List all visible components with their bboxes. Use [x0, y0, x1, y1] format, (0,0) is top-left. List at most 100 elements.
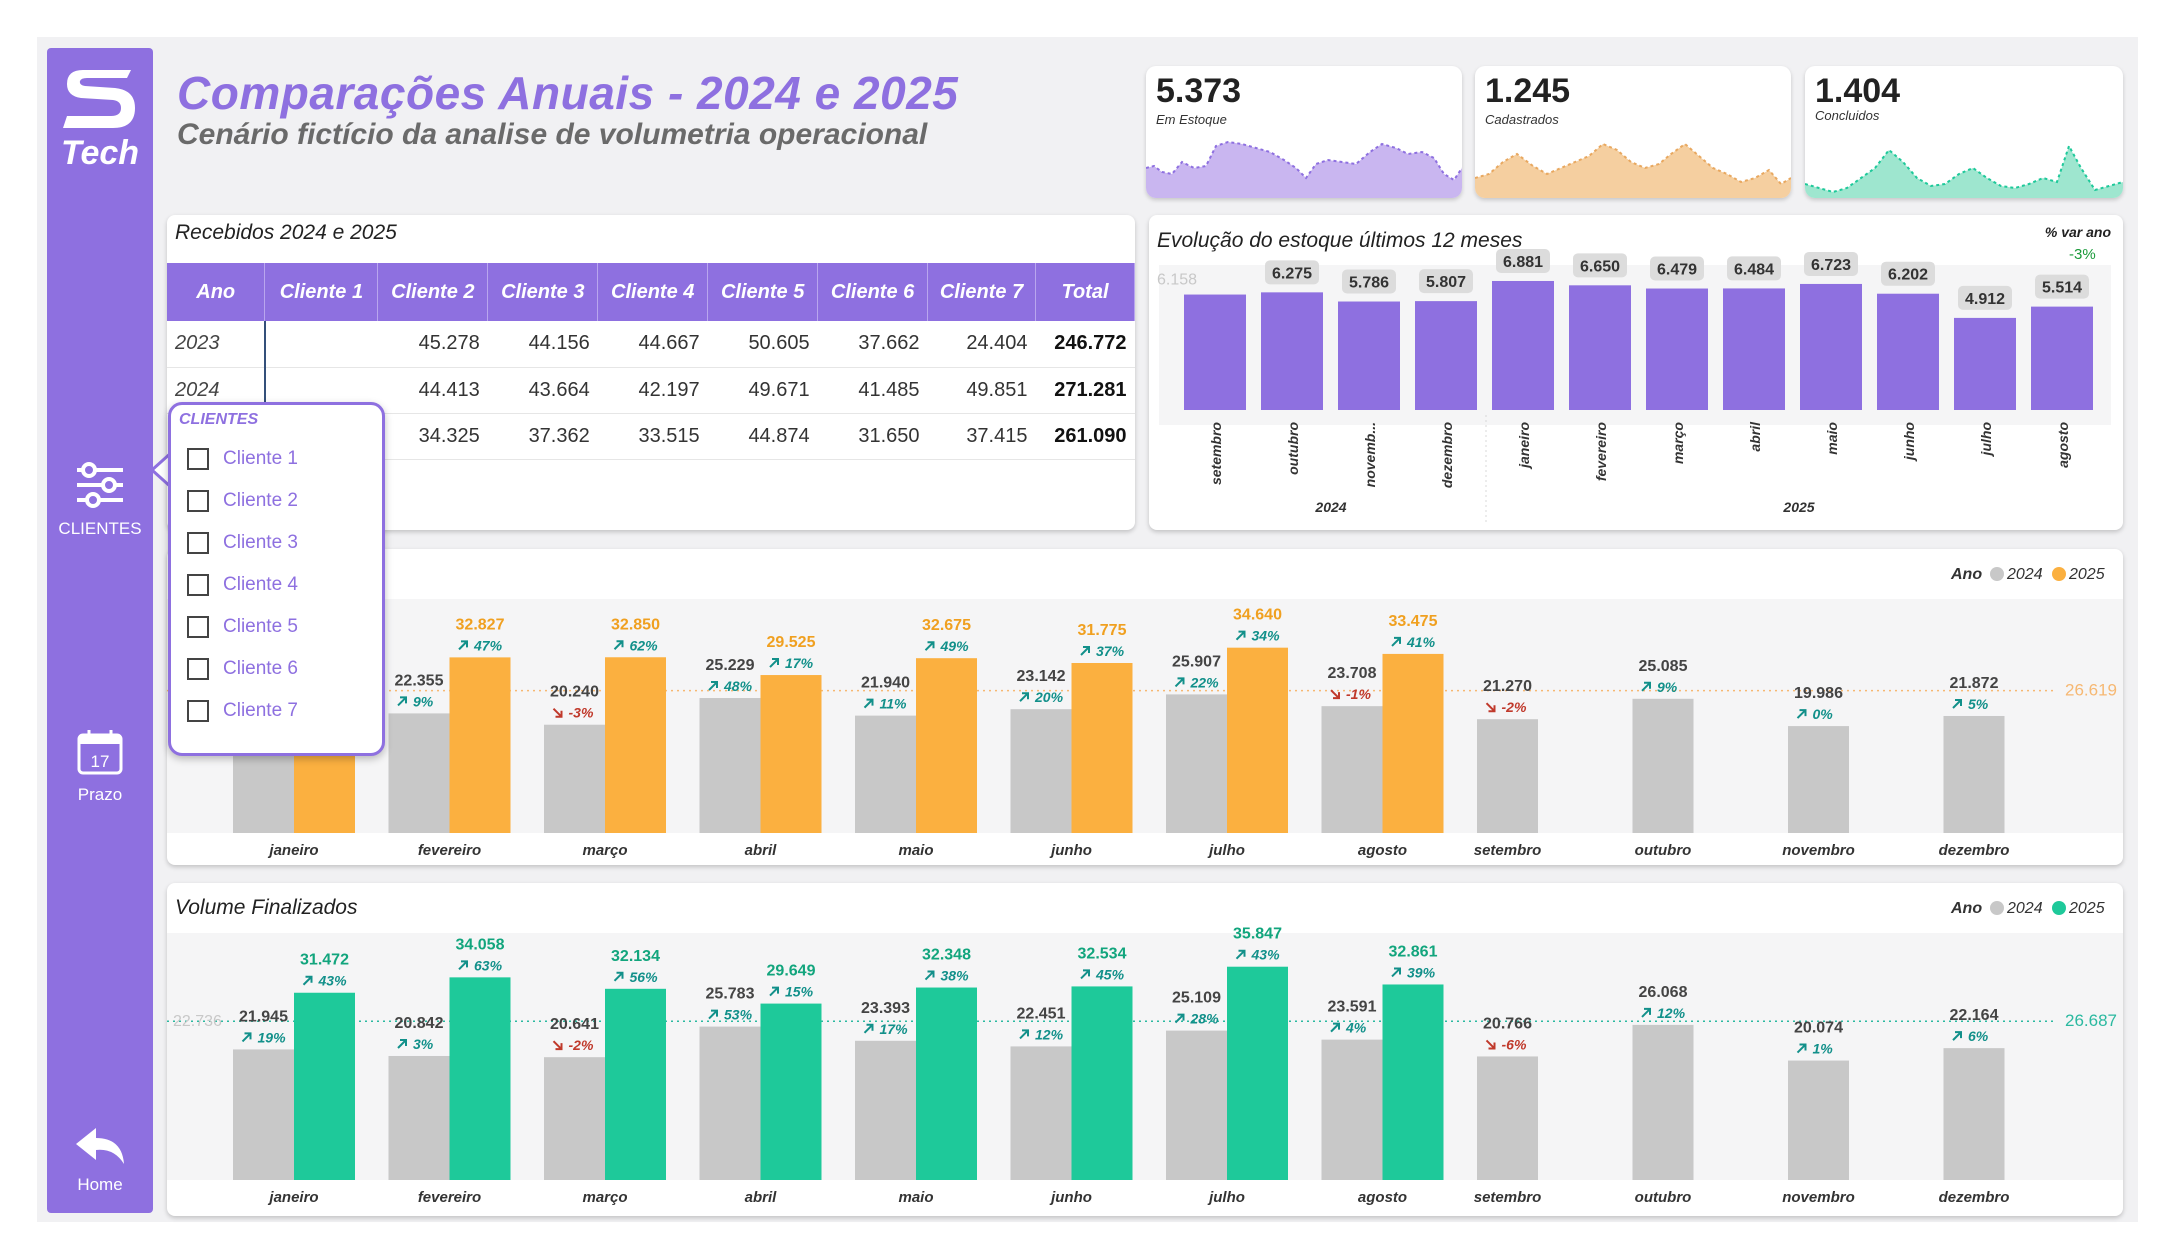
trend-up-icon [1796, 1043, 1807, 1054]
column-header[interactable]: Ano [167, 263, 266, 321]
label-box [1265, 260, 1319, 285]
bar-2024 [544, 1057, 605, 1180]
filter-option-cliente-2[interactable]: Cliente 2 [187, 485, 298, 517]
column-header[interactable]: Cliente 3 [487, 263, 599, 321]
label-box [1419, 269, 1473, 294]
data-label-2025: 32.850 [611, 616, 660, 633]
bar-2025 [449, 977, 511, 1180]
cell: 41.485 [817, 367, 928, 414]
bar-2024 [855, 715, 916, 833]
option-label: Cliente 6 [223, 658, 298, 679]
clientes-filter-button[interactable]: CLIENTES [47, 460, 153, 539]
data-label-2024: 21.872 [1950, 675, 1999, 692]
checkbox[interactable] [187, 658, 209, 680]
pct-label-2025: 15% [785, 984, 814, 1000]
checkbox[interactable] [187, 616, 209, 638]
bar [1800, 283, 1862, 410]
bar-2024 [1788, 1060, 1849, 1180]
column-header[interactable]: Cliente 2 [377, 263, 489, 321]
tick-label: junho [1049, 1189, 1092, 1206]
average-label: 26.619 [2065, 681, 2117, 700]
pct-label-2024: 11% [880, 696, 908, 712]
filter-option-cliente-3[interactable]: Cliente 3 [187, 527, 298, 559]
pct-label-2025: 39% [1407, 964, 1436, 980]
bar-2024 [233, 1049, 294, 1180]
tick-label: outubro [1635, 1189, 1692, 1206]
data-label: 6.158 [1157, 272, 1197, 289]
bar-2024 [388, 713, 450, 833]
cell-total: 246.772 [1035, 321, 1135, 368]
bar-2024 [1788, 726, 1849, 833]
tick-label: julho [1978, 422, 1994, 458]
pct-label-2024: 22% [1190, 674, 1220, 690]
filter-option-cliente-4[interactable]: Cliente 4 [187, 569, 298, 601]
data-label-2025: 32.861 [1389, 943, 1438, 960]
checkbox[interactable] [187, 448, 209, 470]
filter-option-cliente-6[interactable]: Cliente 6 [187, 653, 298, 685]
pct-label-2024: 48% [723, 678, 753, 694]
filter-option-cliente-7[interactable]: Cliente 7 [187, 695, 298, 727]
trend-up-icon [458, 640, 468, 651]
finalizados-chart: Volume Finalizados Ano 2024 2025 26.687 22.73… [167, 896, 2123, 1206]
legend-2024: 2024 [2006, 566, 2043, 583]
data-label-2024: 22.355 [395, 672, 444, 689]
checkbox[interactable] [187, 532, 209, 554]
cell: 44.156 [487, 321, 598, 368]
trend-up-icon [613, 971, 624, 982]
bar-2024 [1010, 709, 1072, 833]
pct-label-2024: 9% [1657, 679, 1678, 695]
cell [263, 321, 378, 368]
bar-2024 [544, 724, 605, 833]
cell: 34.325 [377, 413, 488, 460]
table-header-row: Ano Cliente 1 Cliente 2 Cliente 3 Client… [167, 263, 1135, 321]
pct-label-2025: 17% [785, 655, 814, 671]
checkbox[interactable] [187, 574, 209, 596]
pct-label-2024: -2% [1502, 699, 1527, 715]
tick-label: janeiro [1516, 422, 1532, 470]
bar-2025 [1382, 984, 1444, 1180]
filter-option-cliente-1[interactable]: Cliente 1 [187, 443, 298, 475]
column-header[interactable]: Cliente 1 [264, 263, 379, 321]
data-label-2024: 23.142 [1017, 668, 1066, 685]
label-box [1650, 256, 1704, 281]
column-header[interactable]: Total [1035, 263, 1135, 321]
bar-2024 [1943, 1048, 2005, 1180]
trend-up-icon [863, 1023, 874, 1034]
prazo-button[interactable]: 17 Prazo [47, 728, 153, 805]
checkbox[interactable] [187, 490, 209, 512]
column-header[interactable]: Cliente 7 [927, 263, 1036, 321]
label-box [1727, 256, 1781, 281]
kpi-sparkline-estoque [1146, 140, 1462, 198]
back-arrow-icon [76, 1128, 124, 1164]
label-box [1804, 251, 1858, 276]
bar [1954, 317, 2016, 410]
column-header[interactable]: Cliente 4 [597, 263, 709, 321]
pct-label-2024: -1% [1346, 686, 1371, 702]
trend-up-icon [613, 640, 624, 650]
trend-up-icon [708, 681, 718, 691]
checkbox[interactable] [187, 700, 209, 722]
data-label-2025: 32.675 [922, 617, 971, 634]
cell: 43.664 [487, 367, 598, 414]
data-label: 5.807 [1426, 274, 1466, 291]
trend-up-icon [1391, 967, 1401, 978]
column-header[interactable]: Cliente 6 [817, 263, 929, 321]
label-box [1496, 248, 1550, 273]
filter-option-cliente-5[interactable]: Cliente 5 [187, 611, 298, 643]
data-label-2024: 25.229 [706, 657, 755, 674]
table-row: 2024 44.413 43.664 42.197 49.671 41.485 … [167, 367, 1135, 414]
pct-label-2024: 1% [1813, 1041, 1834, 1057]
cell: 31.650 [817, 413, 928, 460]
trend-up-icon [1019, 692, 1029, 702]
bar-2024 [699, 1026, 761, 1180]
bar-2024 [1632, 698, 1694, 833]
column-header[interactable]: Cliente 5 [707, 263, 819, 321]
home-button[interactable]: Home [47, 1126, 153, 1195]
pct-label-2025: 45% [1095, 966, 1125, 982]
cell: 44.874 [707, 413, 818, 460]
data-label-2024: 21.940 [861, 675, 910, 692]
tick-label: outubro [1635, 842, 1692, 859]
data-label: 6.479 [1657, 262, 1697, 279]
kpi-label: Concluidos [1815, 108, 1880, 123]
data-label-2025: 29.649 [767, 963, 816, 980]
